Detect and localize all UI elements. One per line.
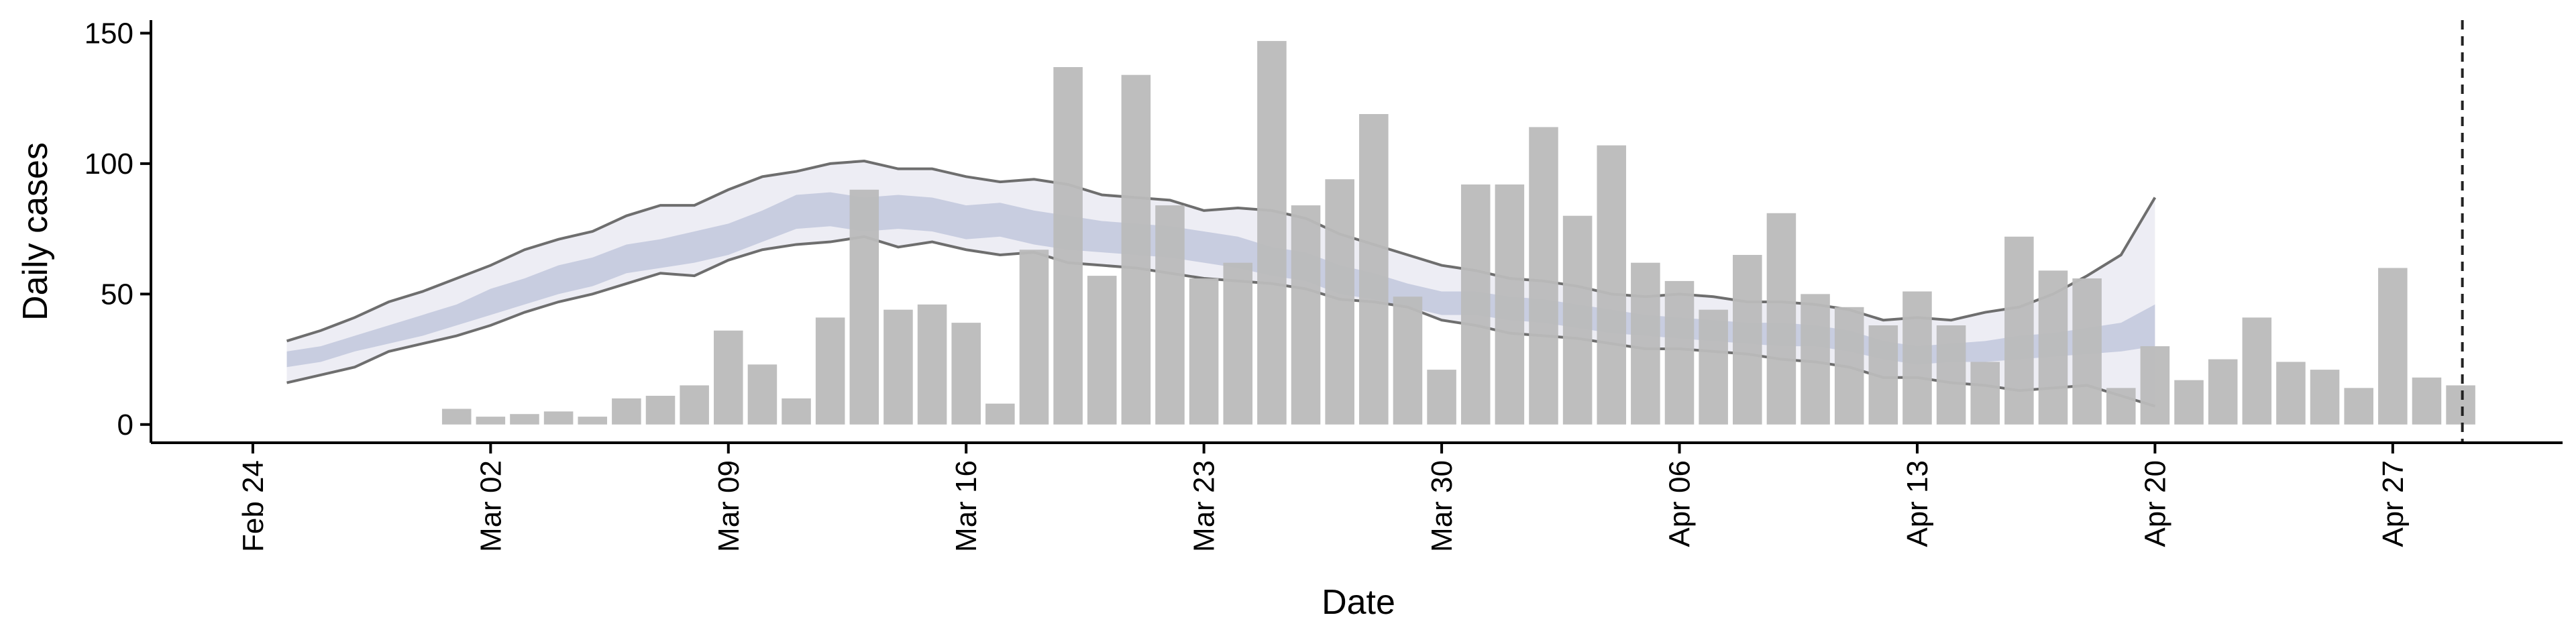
bar: [1562, 215, 1593, 425]
bar: [1189, 278, 1219, 425]
bar: [1834, 307, 1864, 425]
bar: [1291, 205, 1321, 425]
x-tick-label: Apr 27: [2377, 460, 2410, 547]
daily-case-bars: [441, 41, 2475, 425]
x-tick-label: Apr 06: [1664, 460, 1697, 547]
bar: [2174, 380, 2204, 425]
x-tick-label: Mar 30: [1426, 460, 1458, 552]
bar: [1019, 250, 1049, 425]
bar: [1733, 255, 1762, 425]
bar: [747, 364, 777, 425]
bar: [645, 396, 676, 425]
bar: [1223, 262, 1253, 425]
bar: [815, 317, 845, 425]
y-axis-title: Daily cases: [16, 142, 55, 321]
bar: [1868, 325, 1898, 425]
bar: [612, 398, 641, 425]
bar: [476, 417, 506, 425]
bar: [782, 398, 811, 425]
y-tick-label: 0: [117, 409, 133, 441]
bar: [951, 323, 981, 425]
y-tick-label: 50: [101, 278, 133, 311]
bar: [2106, 388, 2136, 425]
bar: [441, 409, 472, 425]
bar: [1631, 262, 1660, 425]
bar: [2242, 317, 2272, 425]
y-tick-label: 100: [85, 148, 133, 180]
bar: [1699, 309, 1728, 425]
bar: [578, 417, 608, 425]
bar: [985, 403, 1015, 425]
x-tick-label: Mar 16: [950, 460, 983, 552]
bar: [2446, 385, 2475, 425]
bar: [1936, 325, 1966, 425]
bar: [1766, 213, 1796, 425]
bar: [1902, 291, 1932, 425]
bar: [1325, 179, 1354, 425]
bar: [2140, 346, 2170, 425]
bar: [917, 304, 947, 425]
bar: [2072, 278, 2102, 425]
bar: [543, 411, 574, 425]
bar: [1529, 127, 1558, 425]
bar: [510, 414, 539, 425]
bar: [1427, 370, 1456, 425]
bar: [1801, 294, 1830, 425]
bar: [1121, 74, 1151, 425]
bar: [1970, 362, 2000, 425]
bar: [1664, 280, 1695, 425]
y-axis: 0 50 100 150: [85, 17, 152, 443]
bar: [2208, 359, 2238, 425]
y-tick-label: 150: [85, 17, 133, 50]
bar: [2412, 377, 2442, 425]
bar: [680, 385, 709, 425]
x-tick-label: Apr 20: [2139, 460, 2171, 547]
x-tick-label: Feb 24: [237, 460, 270, 552]
bar: [2276, 362, 2306, 425]
bar: [883, 309, 913, 425]
bar: [2378, 268, 2408, 425]
x-tick-label: Mar 23: [1188, 460, 1221, 552]
bar: [1597, 145, 1627, 425]
bar: [2344, 388, 2373, 425]
x-tick-label: Apr 13: [1901, 460, 1934, 547]
bar: [1359, 114, 1389, 425]
bar: [1053, 67, 1083, 425]
bar: [714, 330, 743, 425]
x-axis: Feb 24 Mar 02 Mar 09 Mar 16 Mar 23 Mar 30 Apr …: [151, 441, 2563, 552]
bar: [2038, 270, 2068, 425]
x-axis-title: Date: [1322, 583, 1395, 622]
x-tick-label: Mar 02: [474, 460, 507, 552]
bar: [1155, 205, 1185, 425]
bar: [2310, 370, 2340, 425]
bar: [1087, 276, 1117, 425]
x-tick-label: Mar 09: [712, 460, 745, 552]
bar: [1460, 184, 1491, 425]
bar: [1495, 184, 1525, 425]
bar: [1393, 297, 1423, 425]
bar: [2004, 236, 2034, 425]
bar: [849, 189, 879, 425]
bar: [1257, 41, 1287, 425]
